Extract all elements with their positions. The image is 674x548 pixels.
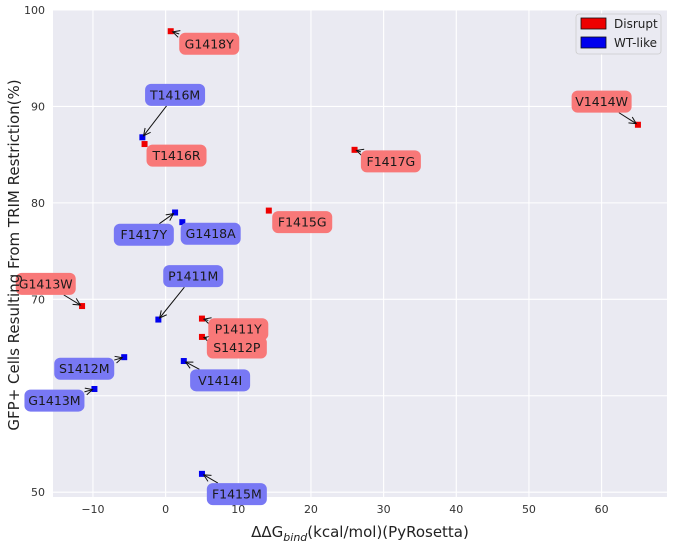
label-g1413w: G1413W xyxy=(19,276,73,291)
arrow-g1418y xyxy=(172,31,180,35)
point-t1416m xyxy=(139,134,146,141)
point-p1411y xyxy=(198,315,205,322)
x-axis-title: ΔΔGbind(kcal/mol)(PyRosetta) xyxy=(251,523,469,544)
arrowhead-t1416m xyxy=(142,127,151,137)
arrowhead-f1417y xyxy=(165,213,175,221)
arrow-v1414w xyxy=(618,112,637,125)
arrowhead-p1411m xyxy=(158,310,167,319)
point-f1417y xyxy=(172,209,179,216)
label-box-f1415g xyxy=(272,211,333,234)
label-box-g1418y xyxy=(179,32,240,55)
arrow-f1415m xyxy=(203,474,219,484)
label-box-t1416r xyxy=(146,144,207,167)
x-tick-label: 20 xyxy=(304,503,318,516)
label-t1416r: T1416R xyxy=(151,148,200,163)
y-tick-label: 70 xyxy=(31,293,45,306)
legend-swatch-wtlike xyxy=(580,36,607,49)
arrow-v1414i xyxy=(185,361,200,370)
x-axis-title-main: ΔΔG xyxy=(251,523,283,541)
label-box-v1414i xyxy=(190,369,251,392)
point-g1418a xyxy=(179,219,186,226)
label-p1411y: P1411Y xyxy=(215,322,262,337)
y-tick-label: 80 xyxy=(31,197,45,210)
label-box-f1415m xyxy=(206,483,267,506)
label-s1412p: S1412P xyxy=(213,340,261,355)
arrow-p1411m xyxy=(159,286,185,319)
arrowhead-g1413w xyxy=(72,298,82,306)
y-tick-label: 50 xyxy=(31,486,45,499)
x-tick-label: −10 xyxy=(81,503,104,516)
y-tick-label: 90 xyxy=(31,100,45,113)
x-axis-title-rest: (kcal/mol)(PyRosetta) xyxy=(307,523,469,541)
point-v1414i xyxy=(180,358,187,365)
label-box-t1416m xyxy=(145,83,206,106)
label-box-v1414w xyxy=(571,90,632,113)
arrowhead-v1414w xyxy=(628,116,638,125)
arrowhead-f1417g xyxy=(355,148,365,157)
y-tick-label: 100 xyxy=(24,4,45,17)
arrowhead-g1418y xyxy=(171,30,181,38)
label-g1418a: G1418A xyxy=(186,226,236,241)
arrowhead-p1411y xyxy=(202,317,212,325)
label-f1417g: F1417G xyxy=(367,154,416,169)
label-g1413m: G1413M xyxy=(28,393,80,408)
label-f1415m: F1415M xyxy=(212,487,262,502)
data-points xyxy=(79,28,641,477)
label-box-g1413m xyxy=(24,389,85,412)
arrow-t1416m xyxy=(143,105,167,137)
label-box-g1413w xyxy=(15,272,76,295)
label-box-p1411y xyxy=(208,318,269,341)
label-box-f1417y xyxy=(113,223,174,246)
x-tick-label: 60 xyxy=(595,503,609,516)
arrowhead-g1413m xyxy=(84,387,94,396)
label-v1414i: V1414I xyxy=(198,373,242,388)
point-f1415g xyxy=(265,207,272,214)
legend-swatch-disrupt xyxy=(580,17,607,30)
x-tick-label: 10 xyxy=(231,503,245,516)
grid-lines xyxy=(53,9,667,497)
y-axis-title: GFP+ Cells Resulting From TRIM Restricti… xyxy=(5,79,23,430)
label-s1412m: S1412M xyxy=(59,361,110,376)
point-t1416r xyxy=(141,141,148,148)
label-g1418y: G1418Y xyxy=(185,36,234,51)
point-g1413m xyxy=(91,385,98,392)
annotation-labels: G1418Y T1416M T1416R V1414W F1417G F1415G G141… xyxy=(15,32,632,506)
x-axis-title-sub: bind xyxy=(283,531,308,544)
point-v1414w xyxy=(634,121,641,128)
point-s1412p xyxy=(198,333,205,340)
label-v1414w: V1414W xyxy=(575,94,628,109)
label-p1411m: P1411M xyxy=(168,269,218,284)
point-p1411m xyxy=(155,316,162,323)
x-tick-label: 0 xyxy=(162,503,169,516)
arrowhead-v1414i xyxy=(184,361,194,369)
legend-label-wtlike: WT-like xyxy=(614,36,657,50)
label-box-g1418a xyxy=(180,222,241,245)
label-box-s1412p xyxy=(206,336,267,359)
annotation-arrows xyxy=(63,30,638,484)
arrow-s1412m xyxy=(114,357,123,361)
point-f1417g xyxy=(351,146,358,153)
arrowhead-f1415m xyxy=(202,474,212,482)
point-s1412m xyxy=(121,354,128,361)
x-tick-label: 30 xyxy=(377,503,391,516)
arrow-f1417y xyxy=(159,213,174,225)
arrowhead-s1412m xyxy=(114,355,124,364)
label-box-s1412m xyxy=(54,357,115,380)
legend-label-disrupt: Disrupt xyxy=(614,17,658,31)
x-tick-label: 40 xyxy=(449,503,463,516)
legend: Disrupt WT-like xyxy=(575,13,662,55)
arrow-g1413m xyxy=(84,389,93,393)
plot-background xyxy=(53,10,667,497)
arrow-g1413w xyxy=(63,294,81,306)
label-f1417y: F1417Y xyxy=(121,227,168,242)
x-tick-label: 50 xyxy=(522,503,536,516)
point-f1415m xyxy=(198,470,205,477)
label-t1416m: T1416M xyxy=(149,87,200,102)
point-g1413w xyxy=(79,303,86,310)
label-box-f1417g xyxy=(360,150,421,173)
label-f1415g: F1415G xyxy=(278,215,327,230)
point-g1418y xyxy=(167,28,174,35)
label-box-p1411m xyxy=(163,265,224,288)
